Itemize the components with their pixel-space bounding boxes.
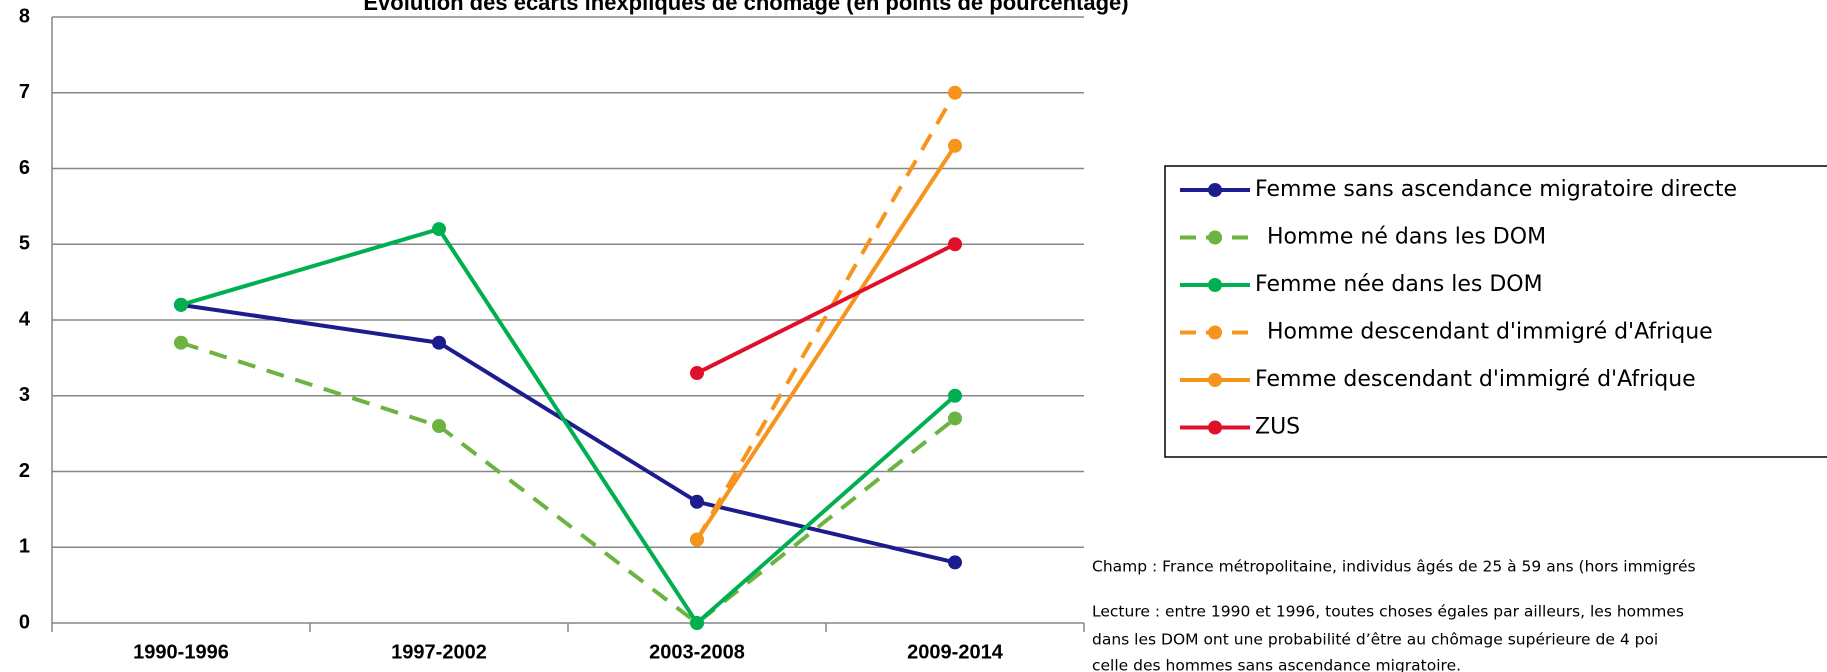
y-tick-label: 1 <box>19 536 30 558</box>
legend-label: Femme descendant d'immigré d'Afrique <box>1255 367 1696 392</box>
y-tick-label: 2 <box>19 460 30 482</box>
legend-marker <box>1208 373 1222 387</box>
point <box>690 532 704 547</box>
series-line <box>180 340 957 626</box>
point <box>948 411 962 426</box>
note: Champ : France métropolitaine, individus… <box>1092 558 1696 576</box>
series-line <box>695 144 957 541</box>
legend-label: Femme née dans les DOM <box>1255 272 1543 297</box>
x-tick-label: 1990-1996 <box>133 641 229 663</box>
x-tick-label: 2003-2008 <box>649 641 745 663</box>
series-line <box>180 302 956 565</box>
note: celle des hommes sans ascendance migrato… <box>1092 657 1461 672</box>
x-tick-label: 1997-2002 <box>391 641 487 663</box>
note: dans les DOM ont une probabilité d’être … <box>1092 631 1658 649</box>
legend-marker <box>1208 230 1222 245</box>
point <box>690 366 704 381</box>
point <box>174 335 188 350</box>
legend-marker <box>1208 420 1222 435</box>
point <box>432 419 446 434</box>
series-line <box>696 242 956 375</box>
legend-label: ZUS <box>1255 415 1300 440</box>
y-tick-label: 5 <box>19 233 30 255</box>
legend-marker <box>1208 278 1222 292</box>
x-tick-label: 2009-2014 <box>907 641 1004 663</box>
legend-marker <box>1208 183 1222 197</box>
y-tick-label: 7 <box>19 81 30 103</box>
note: Lecture : entre 1990 et 1996, toutes cho… <box>1092 603 1684 621</box>
y-tick-label: 3 <box>19 384 30 406</box>
point <box>690 616 704 630</box>
point <box>948 85 962 100</box>
point <box>690 494 704 509</box>
point <box>432 335 446 350</box>
legend-label: Femme sans ascendance migratoire directe <box>1255 177 1737 202</box>
chart-title: Evolution des écarts inexpliqués de chôm… <box>363 0 1128 15</box>
point <box>948 388 962 403</box>
y-tick-label: 6 <box>19 157 30 179</box>
point <box>948 138 962 153</box>
legend-box <box>1164 165 1827 458</box>
y-tick-label: 0 <box>19 611 30 633</box>
legend-label: Homme né dans les DOM <box>1267 225 1546 250</box>
legend-label: Homme descendant d'immigré d'Afrique <box>1267 320 1713 345</box>
y-tick-label: 8 <box>19 5 30 27</box>
y-tick-label: 4 <box>19 308 31 330</box>
series-line <box>695 91 957 541</box>
series-line <box>180 226 957 627</box>
point <box>948 237 962 252</box>
point <box>174 297 188 312</box>
point <box>432 222 446 237</box>
legend-marker <box>1208 325 1222 340</box>
point <box>948 555 962 570</box>
